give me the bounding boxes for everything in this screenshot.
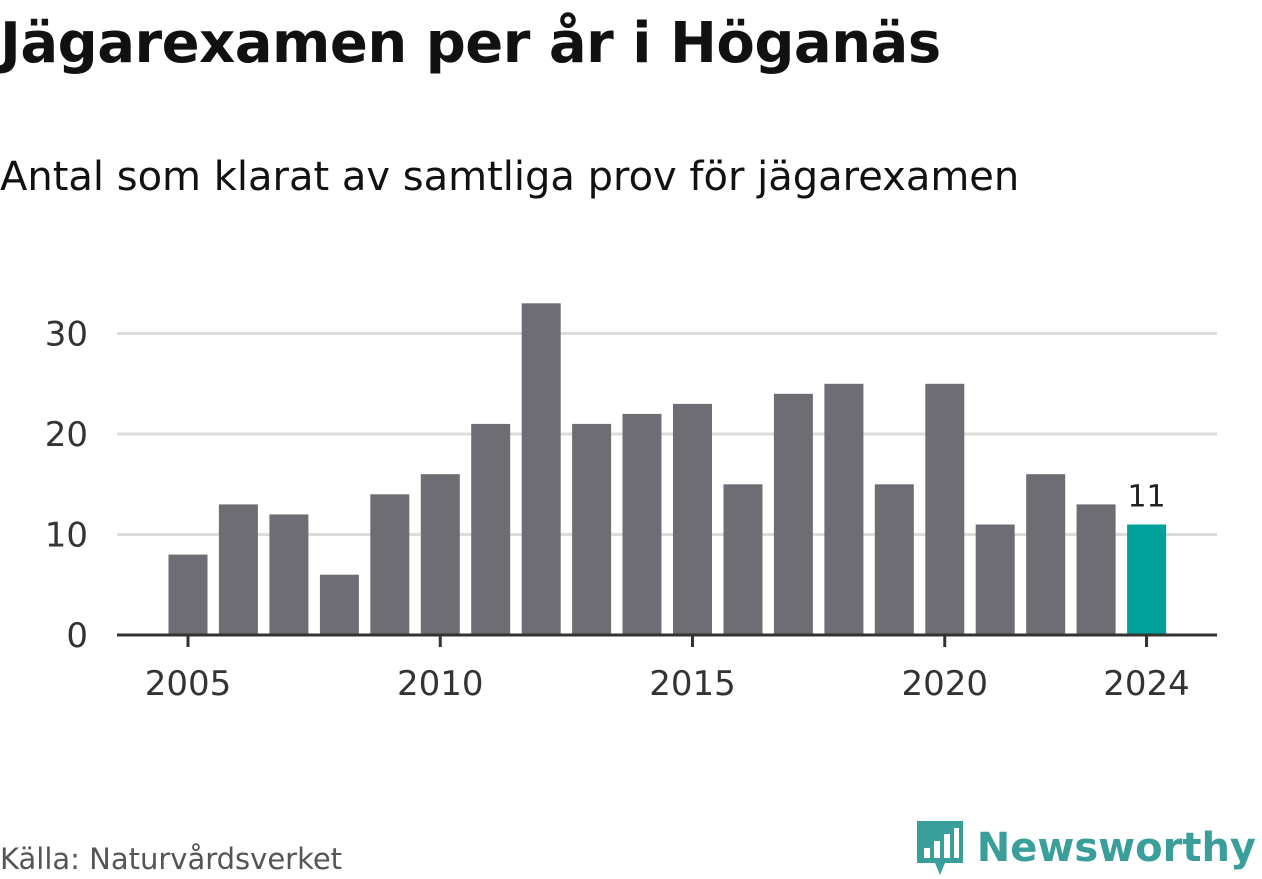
bar-2020 — [925, 383, 965, 636]
x-tick-label-2024: 2024 — [1103, 664, 1190, 704]
y-tick-label-0: 0 — [66, 616, 88, 656]
data-label-2024: 11 — [1127, 479, 1165, 514]
x-tick-label-2020: 2020 — [901, 664, 988, 704]
bar-2014 — [622, 413, 662, 635]
bar-2010 — [420, 474, 460, 635]
bar-2007 — [269, 514, 309, 635]
chart-title: Jägarexamen per år i Höganäs — [0, 11, 941, 76]
bar-2006 — [218, 504, 258, 636]
bar-2019 — [874, 484, 914, 636]
bar-2021 — [975, 524, 1015, 636]
newsworthy-bar-chart-icon — [916, 821, 963, 875]
axes — [117, 633, 1217, 647]
bars — [168, 303, 1167, 636]
bar-chart: 0 10 20 30 2005 2010 2015 2020 2024 11 — [45, 303, 1217, 705]
bar-2011 — [471, 423, 511, 635]
chart-subtitle: Antal som klarat av samtliga prov för jä… — [0, 154, 1020, 200]
bar-2005 — [168, 554, 208, 635]
brand: Newsworthy — [915, 818, 1256, 878]
bar-2016 — [723, 484, 763, 636]
bar-2022 — [1026, 474, 1066, 635]
y-tick-label-10: 10 — [45, 516, 88, 556]
bar-2017 — [773, 393, 813, 635]
bar-2013 — [572, 423, 612, 635]
bar-2012 — [521, 303, 561, 635]
brand-name: Newsworthy — [976, 825, 1256, 871]
y-tick-label-30: 30 — [45, 315, 88, 355]
bar-2009 — [370, 494, 410, 635]
bar-2024 — [1127, 524, 1167, 636]
x-tick-label-2015: 2015 — [649, 664, 736, 704]
bar-2015 — [673, 403, 712, 636]
x-tick-label-2010: 2010 — [397, 664, 484, 704]
bar-2023 — [1076, 504, 1116, 636]
y-tick-label-20: 20 — [45, 415, 88, 455]
x-tick-label-2005: 2005 — [145, 664, 232, 704]
bar-2008 — [319, 574, 359, 635]
bar-2018 — [824, 383, 864, 636]
source-note: Källa: Naturvårdsverket — [0, 842, 343, 876]
labels: 0 10 20 30 2005 2010 2015 2020 2024 11 — [45, 315, 1190, 705]
